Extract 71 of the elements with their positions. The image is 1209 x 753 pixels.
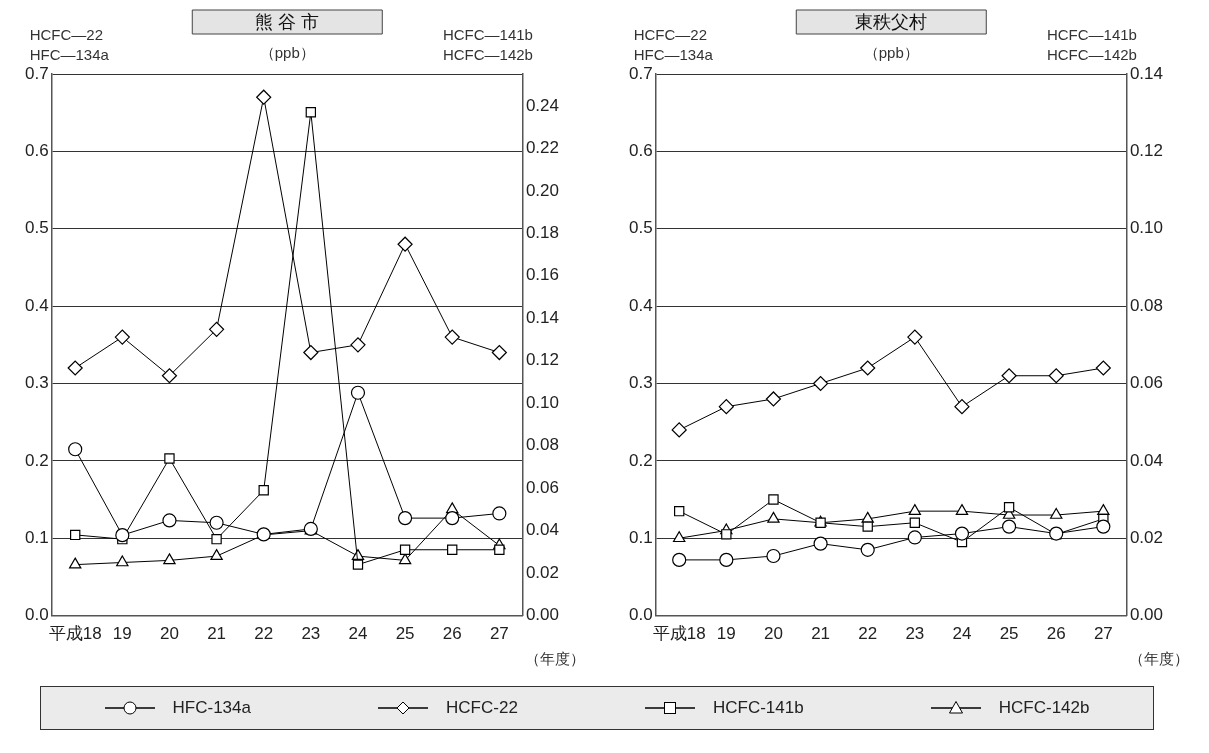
x-tick-label: 25 [395, 624, 415, 644]
x-tick-label: 27 [1093, 624, 1113, 644]
y-tick-label: 0.5 [628, 218, 653, 238]
y2-axis-title: HCFC—141b HCFC—142b [1046, 26, 1137, 63]
x-tick-label: 23 [905, 624, 925, 644]
x-tick-label: 22 [254, 624, 274, 644]
y2-tick-label: 0.12 [525, 350, 560, 370]
y-axis-title: HCFC—22 HFC—134a [633, 26, 714, 63]
y2-tick-label: 0.20 [525, 180, 560, 200]
x-tick-label: 24 [952, 624, 972, 644]
y-tick-label: 0.3 [24, 373, 49, 393]
y2-tick-label: 0.06 [1129, 373, 1164, 393]
y-tick-label: 0.2 [628, 450, 653, 470]
y-tick-label: 0.3 [628, 373, 653, 393]
x-tick-label: 平成18 [652, 624, 706, 644]
chart-title: 熊 谷 市 [255, 11, 320, 32]
y-tick-label: 0.7 [628, 63, 653, 83]
y2-tick-label: 0.10 [1129, 218, 1164, 238]
x-tick-label: 21 [811, 624, 831, 644]
legend-label: HCFC-142b [998, 698, 1090, 718]
y-tick-label: 0.1 [628, 527, 653, 547]
y2-tick-label: 0.16 [525, 265, 560, 285]
x-tick-label: 25 [999, 624, 1019, 644]
y2-tick-label: 0.24 [525, 95, 560, 115]
y2-tick-label: 0.14 [1129, 63, 1164, 83]
y2-tick-label: 0.00 [1129, 605, 1164, 625]
legend-label: HCFC-141b [712, 698, 804, 718]
y2-tick-label: 0.04 [1129, 450, 1164, 470]
y-axis-title: HCFC—22 HFC—134a [29, 26, 110, 63]
y2-tick-label: 0.18 [525, 222, 560, 242]
x-axis-title: （年度） [524, 649, 585, 667]
y2-tick-label: 0.14 [525, 307, 560, 327]
y2-tick-label: 0.02 [1129, 527, 1164, 547]
y2-tick-label: 0.12 [1129, 141, 1164, 161]
y-tick-label: 0.7 [24, 63, 49, 83]
legend-label: HFC-134a [172, 698, 251, 718]
y-tick-label: 0.0 [628, 605, 653, 625]
y2-tick-label: 0.08 [525, 435, 560, 455]
x-tick-label: 20 [763, 624, 783, 644]
y2-tick-label: 0.02 [525, 562, 560, 582]
y-tick-label: 0.4 [24, 295, 49, 315]
y-tick-label: 0.2 [24, 450, 49, 470]
x-tick-label: 22 [858, 624, 878, 644]
y-tick-label: 0.0 [24, 605, 49, 625]
x-axis-title: （年度） [1128, 649, 1189, 667]
x-tick-label: 21 [207, 624, 227, 644]
chart-subtitle: （ppb） [259, 44, 315, 61]
y2-tick-label: 0.10 [525, 392, 560, 412]
y2-tick-label: 0.06 [525, 477, 560, 497]
legend-label: HCFC-22 [446, 698, 518, 718]
y2-axis-title: HCFC—141b HCFC—142b [442, 26, 533, 63]
x-tick-label: 24 [348, 624, 368, 644]
y2-tick-label: 0.00 [525, 605, 560, 625]
x-tick-label: 23 [301, 624, 321, 644]
chart-subtitle: （ppb） [863, 44, 919, 61]
x-tick-label: 19 [112, 624, 132, 644]
y-tick-label: 0.5 [24, 218, 49, 238]
x-tick-label: 26 [442, 624, 462, 644]
y-tick-label: 0.6 [628, 141, 653, 161]
x-tick-label: 20 [159, 624, 179, 644]
y2-tick-label: 0.22 [525, 138, 560, 158]
y2-tick-label: 0.04 [525, 520, 560, 540]
x-tick-label: 19 [716, 624, 736, 644]
y-tick-label: 0.4 [628, 295, 653, 315]
x-tick-label: 27 [489, 624, 509, 644]
y2-tick-label: 0.08 [1129, 295, 1164, 315]
y-tick-label: 0.1 [24, 527, 49, 547]
y-tick-label: 0.6 [24, 141, 49, 161]
x-tick-label: 26 [1046, 624, 1066, 644]
x-tick-label: 平成18 [48, 624, 102, 644]
chart-title: 東秩父村 [855, 11, 928, 32]
